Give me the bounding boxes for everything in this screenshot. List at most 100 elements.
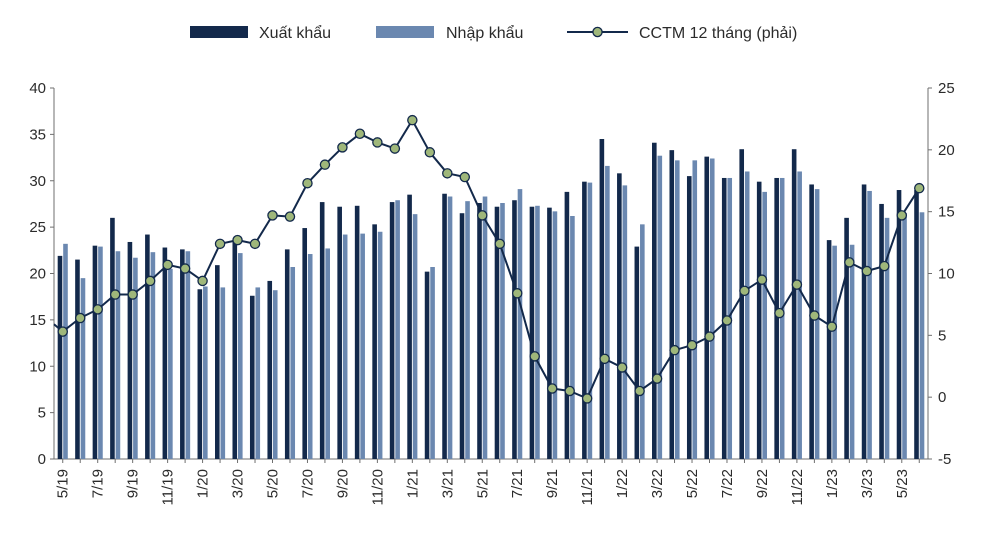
cctm-point [214,238,226,250]
bar-nhap-khau [377,231,383,459]
x-tick-label: 7/21 [509,469,526,498]
left-tick-label: 10 [29,358,46,375]
bar-nhap-khau [307,254,313,459]
bar-nhap-khau [290,267,296,459]
x-tick-label: 5/23 [894,469,911,498]
bar-xuat-khau [477,203,482,459]
bar-nhap-khau [605,165,610,459]
legend-swatch-xuat-khau [190,26,248,38]
bar-nhap-khau [832,245,837,459]
bar-xuat-khau [494,206,500,459]
cctm-point [599,353,610,365]
bar-xuat-khau [599,139,605,459]
cctm-point [634,385,645,397]
cctm-point [844,257,855,268]
bar-nhap-khau [342,234,348,459]
bar-xuat-khau [564,191,570,459]
cctm-point [791,279,803,290]
cctm-point [337,142,348,153]
bar-xuat-khau [826,240,832,459]
legend-marker-cctm [592,26,603,38]
right-tick-label: 20 [938,142,955,159]
x-tick-label: 5/21 [474,469,491,498]
bar-xuat-khau [267,280,273,459]
x-tick-label: 5/22 [684,469,701,498]
bar-nhap-khau [237,253,243,459]
bar-xuat-khau [459,213,465,459]
bar-nhap-khau [797,171,802,459]
cctm-point [861,265,873,277]
left-tick-label: 25 [29,219,46,236]
bar-nhap-khau [657,155,663,459]
cctm-point [284,211,296,222]
x-tick-label: 1/21 [404,469,421,498]
bar-xuat-khau [407,194,412,459]
bar-xuat-khau [75,259,80,459]
cctm-point [477,210,488,221]
bar-nhap-khau [884,217,890,459]
bar-xuat-khau [302,228,308,459]
bar-nhap-khau [220,287,226,459]
bar-xuat-khau [669,150,675,459]
bar-xuat-khau [704,156,710,459]
x-tick-label: 11/21 [579,469,596,505]
bar-nhap-khau [185,251,191,459]
x-tick-label: 1/20 [195,469,212,498]
bar-nhap-khau [360,233,365,459]
bar-nhap-khau [570,215,575,459]
bar-xuat-khau [424,271,430,459]
bar-nhap-khau [412,214,418,459]
left-tick-label: 35 [29,126,46,143]
cctm-point [407,114,418,126]
bar-nhap-khau [517,189,523,459]
bar-nhap-khau [133,257,138,459]
right-tick-label: 5 [938,327,946,344]
bar-xuat-khau [529,206,535,459]
x-tick-label: 5/19 [55,469,72,498]
bar-nhap-khau [465,201,470,459]
cctm-point [57,326,68,337]
cctm-point [249,238,261,250]
cctm-point [92,304,103,315]
bar-nhap-khau [447,196,453,459]
axes: 0 5 10 15 20 25 30 35 40 -5 0 5 10 15 20 25 5/19 7/19 9/19… [29,80,954,505]
bar-nhap-khau [325,248,330,459]
x-tick-label: 7/22 [719,469,736,498]
bar-nhap-khau [709,158,715,460]
cctm-point [162,259,173,271]
x-tick-label: 9/20 [334,469,351,498]
bar-xuat-khau [197,289,203,459]
cctm-point [529,351,540,362]
bar-nhap-khau [640,224,645,459]
bar-xuat-khau [284,249,290,459]
bar-nhap-khau [552,211,558,459]
cctm-point [372,137,383,148]
bar-nhap-khau [168,268,173,459]
cctm-point [354,128,366,140]
bar-xuat-khau [249,295,255,459]
left-tick-label: 15 [29,312,46,329]
cctm-point [546,383,558,394]
bar-nhap-khau [395,200,400,460]
bar-nhap-khau [779,177,785,459]
bar-nhap-khau [919,212,925,459]
x-tick-label: 3/23 [859,469,876,498]
bar-xuat-khau [110,217,115,459]
cctm-point [686,339,698,351]
bar-xuat-khau [896,190,902,459]
cctm-point [302,177,313,189]
bar-xuat-khau [756,181,762,460]
legend: Xuất khẩu Nhập khẩu CCTM 12 tháng (phải) [190,24,797,42]
x-tick-label: 11/20 [369,469,386,505]
bar-nhap-khau [255,287,261,459]
bar-xuat-khau [127,241,133,459]
legend-label-xuat-khau: Xuất khẩu [259,24,331,42]
bar-nhap-khau [849,244,855,459]
cctm-point [756,274,768,285]
bar-nhap-khau [150,252,156,459]
left-tick-label: 30 [29,173,46,190]
x-tick-label: 11/19 [160,469,177,505]
cctm-point [809,310,820,321]
